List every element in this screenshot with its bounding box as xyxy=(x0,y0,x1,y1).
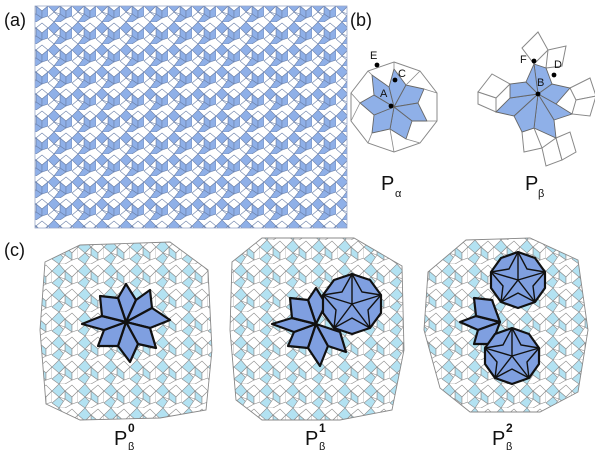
p-beta-caption-sub: β xyxy=(538,188,544,200)
point-a-dot xyxy=(388,103,394,109)
point-b-dot xyxy=(535,91,541,97)
p2-core-star xyxy=(458,296,502,346)
p-alpha-patch: E C A xyxy=(350,50,438,153)
point-b-label: B xyxy=(537,77,544,89)
point-e-label: E xyxy=(370,50,377,62)
p-beta-patch: F D B xyxy=(477,31,595,167)
p1-caption-sub: β xyxy=(319,441,325,450)
point-e-dot xyxy=(374,62,380,68)
p0-caption-sup: 0 xyxy=(128,421,135,435)
panel-b-label: (b) xyxy=(350,10,372,30)
p1-core-star xyxy=(270,286,348,368)
p-beta-caption: P xyxy=(525,173,538,195)
panel-a-label: (a) xyxy=(4,10,26,30)
p0-caption-sub: β xyxy=(128,441,134,450)
point-c-dot xyxy=(392,77,398,83)
p0-core-star xyxy=(80,282,172,364)
patch-p2 xyxy=(423,237,589,413)
p2-core-decagon-top xyxy=(489,250,547,310)
p2-caption-sub: β xyxy=(506,441,512,450)
panel-a-tiling xyxy=(34,5,348,229)
p-alpha-caption: P xyxy=(381,173,394,195)
point-d-label: D xyxy=(554,59,562,71)
point-c-label: C xyxy=(398,68,406,80)
panel-c-label: (c) xyxy=(4,240,25,260)
point-a-label: A xyxy=(380,88,388,100)
p1-caption-sup: 1 xyxy=(319,421,326,435)
p1-caption: P xyxy=(305,428,318,450)
p0-caption: P xyxy=(114,428,127,450)
point-d-dot xyxy=(551,72,557,78)
p2-caption: P xyxy=(492,428,505,450)
patch-p0 xyxy=(39,241,213,421)
p2-core-decagon-bottom xyxy=(483,326,541,386)
p-alpha-caption-sub: α xyxy=(395,188,402,200)
patch-p1 xyxy=(229,237,405,421)
p1-core-decagon xyxy=(321,272,383,336)
point-f-dot xyxy=(531,58,537,64)
p2-caption-sup: 2 xyxy=(506,421,513,435)
point-f-label: F xyxy=(520,54,527,66)
